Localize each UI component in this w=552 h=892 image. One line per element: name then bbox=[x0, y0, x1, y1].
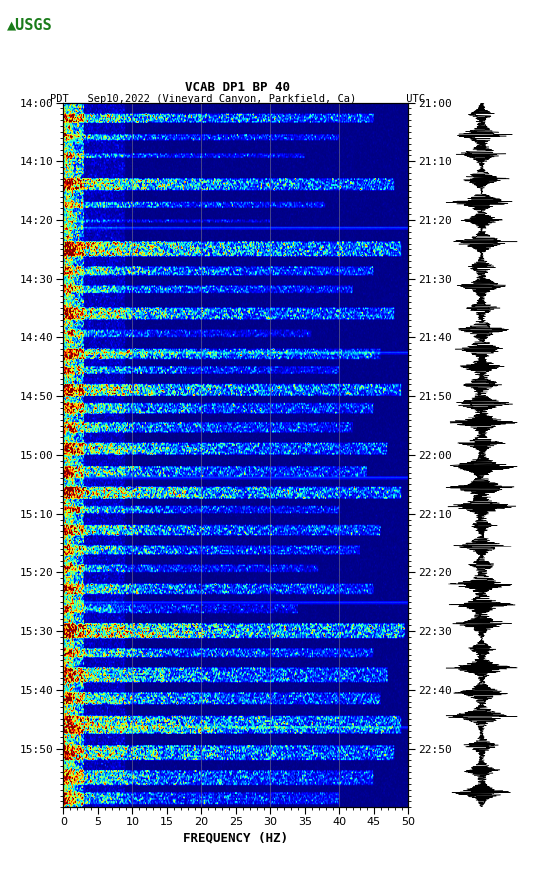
X-axis label: FREQUENCY (HZ): FREQUENCY (HZ) bbox=[183, 831, 289, 844]
Text: PDT   Sep10,2022 (Vineyard Canyon, Parkfield, Ca)        UTC: PDT Sep10,2022 (Vineyard Canyon, Parkfie… bbox=[50, 95, 425, 104]
Text: ▲USGS: ▲USGS bbox=[7, 18, 52, 33]
Text: VCAB DP1 BP 40: VCAB DP1 BP 40 bbox=[185, 80, 290, 94]
